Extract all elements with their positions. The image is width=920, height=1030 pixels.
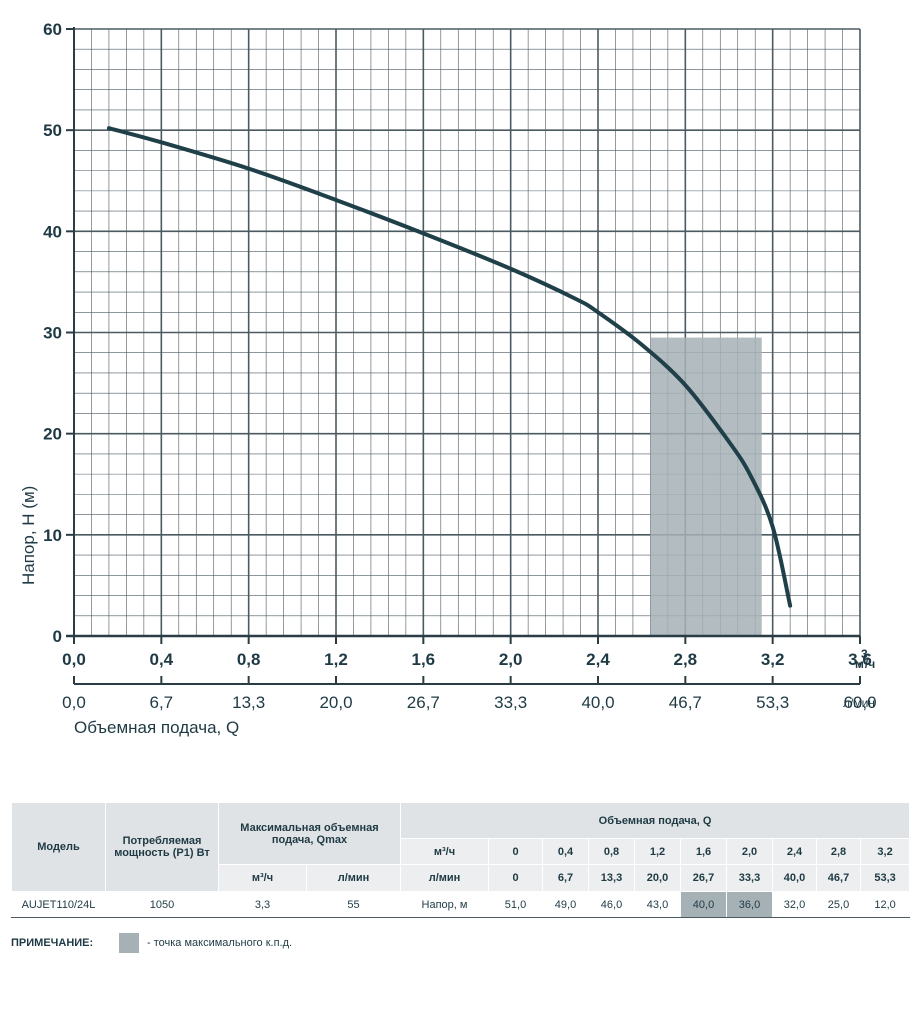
max-efficiency-zone	[650, 337, 762, 636]
cell-flow-lmin: 26,7	[680, 864, 727, 892]
cell-head-label: Напор, м	[400, 891, 489, 918]
cell-flow-m3h: 2,4	[772, 838, 817, 865]
x-tick-label-lmin: 53,3	[756, 693, 789, 712]
x-tick-label-m3h: 3,2	[761, 650, 785, 669]
cell-flow-lmin: 13,3	[588, 864, 635, 892]
major-grid	[74, 28, 861, 636]
unit-qmax-m3h: м³/ч	[218, 864, 307, 892]
x-tick-label-lmin: 26,7	[407, 693, 440, 712]
x-tick-label-m3h: 0,8	[237, 650, 261, 669]
cell-flow-lmin: 6,7	[542, 864, 589, 892]
row-label-lmin: л/мин	[400, 864, 489, 892]
cell-flow-m3h: 1,2	[634, 838, 681, 865]
x-tick-label-lmin: 0,0	[62, 693, 86, 712]
note: ПРИМЕЧАНИЕ: - точка максимального к.п.д.	[11, 932, 292, 954]
x-tick-label-m3h: 0,4	[150, 650, 174, 669]
cell-head: 36,0	[726, 891, 773, 918]
cell-flow-lmin: 33,3	[726, 864, 773, 892]
y-tick-label: 0	[53, 627, 62, 646]
x-tick-label-lmin: 33,3	[494, 693, 527, 712]
x-tick-labels-m3h: 0,0 0,4 0,8 1,2 1,6 2,0 2,4 2,8 3,2 3,6	[62, 650, 872, 669]
y-tick-label: 40	[43, 222, 62, 241]
axes	[66, 27, 861, 685]
cell-head: 51,0	[488, 891, 543, 918]
cell-model: AUJET110/24L	[11, 891, 106, 918]
cell-flow-m3h: 2,0	[726, 838, 773, 865]
x-tick-label-m3h: 3,6	[848, 650, 872, 669]
y-tick-label: 20	[43, 425, 62, 444]
cell-head: 32,0	[772, 891, 817, 918]
y-tick-label: 30	[43, 324, 62, 343]
cell-flow-m3h: 0	[488, 838, 543, 865]
cell-flow-m3h: 1,6	[680, 838, 727, 865]
cell-head: 49,0	[542, 891, 589, 918]
x-unit-lmin: л/мин	[843, 696, 875, 710]
cell-head: 43,0	[634, 891, 681, 918]
x-tick-label-m3h: 0,0	[62, 650, 86, 669]
x-axis-label: Объемная подача, Q	[74, 718, 239, 737]
unit-qmax-lmin: л/мин	[306, 864, 401, 892]
note-swatch	[119, 933, 139, 953]
y-tick-label: 10	[43, 526, 62, 545]
cell-head: 12,0	[859, 891, 911, 918]
cell-qmax-m3h: 3,3	[218, 891, 307, 918]
cell-flow-m3h: 0,8	[588, 838, 635, 865]
x-tick-labels-lmin: 0,0 6,7 13,3 20,0 26,7 33,3 40,0 46,7 53,3 60,0	[62, 693, 876, 712]
x-tick-label-m3h: 1,6	[412, 650, 436, 669]
x-tick-label-lmin: 60,0	[843, 693, 876, 712]
cell-flow-lmin: 46,7	[816, 864, 861, 892]
x-tick-label-lmin: 40,0	[581, 693, 614, 712]
th-power: Потребляемая мощность (P1) Вт	[105, 802, 219, 892]
y-tick-labels: 0 10 20 30 40 50 60	[43, 20, 62, 646]
cell-flow-lmin: 53,3	[859, 864, 911, 892]
th-flow: Объемная подача, Q	[399, 802, 911, 839]
cell-head: 25,0	[816, 891, 861, 918]
x-tick-label-lmin: 46,7	[669, 693, 702, 712]
x-tick-label-m3h: 2,4	[586, 650, 610, 669]
cell-head: 40,0	[680, 891, 727, 918]
th-model: Модель	[11, 802, 106, 892]
y-tick-label: 50	[43, 121, 62, 140]
spec-table: Модель Потребляемая мощность (P1) Вт Мак…	[11, 802, 911, 918]
cell-flow-m3h: 0,4	[542, 838, 589, 865]
cell-flow-lmin: 20,0	[634, 864, 681, 892]
row-label-m3h: м³/ч	[400, 838, 489, 865]
cell-qmax-lmin: 55	[306, 891, 401, 918]
x-tick-label-lmin: 6,7	[150, 693, 174, 712]
cell-flow-m3h: 2,8	[816, 838, 861, 865]
cell-flow-lmin: 0	[488, 864, 543, 892]
th-qmax: Максимальная объемная подача, Qmax	[218, 802, 401, 865]
performance-chart: 0 10 20 30 40 50 60 0,0 0,4 0,8 1,2 1,6 2,0 2,4 2,8 3,…	[19, 20, 877, 737]
note-label: ПРИМЕЧАНИЕ:	[11, 937, 94, 949]
cell-power: 1050	[105, 891, 219, 918]
x-unit-m3h-sup: 3	[861, 647, 868, 661]
x-unit-m3h: м/ч	[855, 657, 875, 671]
cell-flow-lmin: 40,0	[772, 864, 817, 892]
y-axis-label: Напор, H (м)	[19, 486, 38, 585]
y-tick-label: 60	[43, 20, 62, 39]
x-tick-label-lmin: 13,3	[232, 693, 265, 712]
x-tick-label-lmin: 20,0	[319, 693, 352, 712]
cell-head: 46,0	[588, 891, 635, 918]
note-text: - точка максимального к.п.д.	[147, 937, 293, 949]
x-tick-label-m3h: 1,2	[324, 650, 348, 669]
x-tick-label-m3h: 2,0	[499, 650, 523, 669]
head-curve	[106, 126, 793, 608]
x-tick-label-m3h: 2,8	[674, 650, 698, 669]
cell-flow-m3h: 3,2	[859, 838, 911, 865]
